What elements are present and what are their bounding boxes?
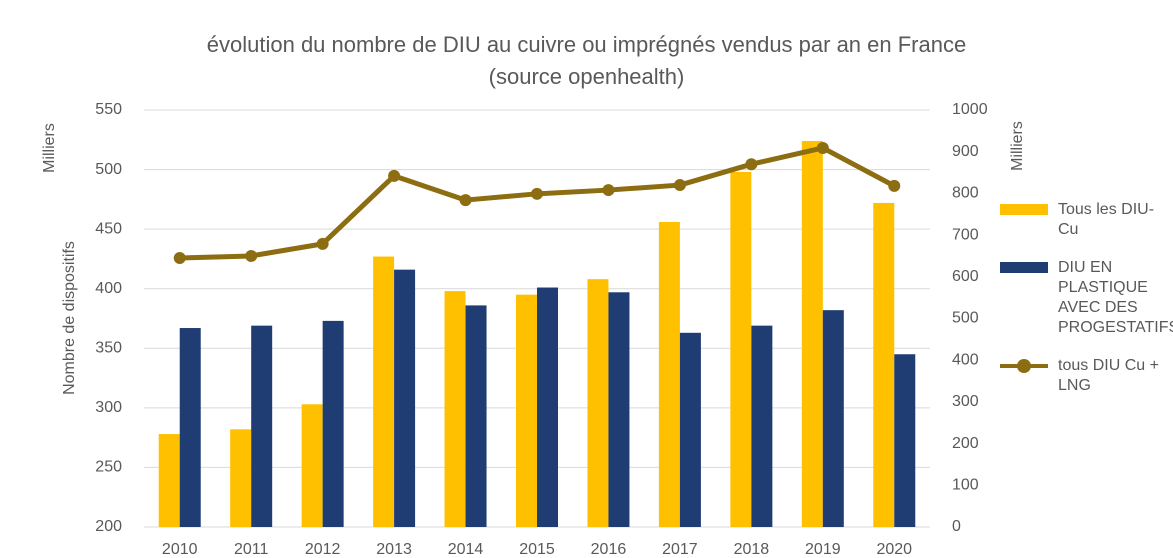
y-tick-label: 250 [95, 459, 122, 476]
line-marker [816, 141, 829, 154]
line-marker [531, 187, 543, 200]
y2-tick-label: 0 [952, 518, 961, 535]
legend: Tous les DIU-Cu DIU EN PLASTIQUE AVEC DES… [1000, 200, 1173, 414]
line-marker [745, 158, 758, 171]
x-tick-label: 2011 [234, 541, 269, 558]
bar [373, 256, 395, 527]
bar [444, 291, 466, 527]
line-marker [602, 184, 615, 197]
y2-tick-label: 100 [952, 477, 979, 494]
chart-subtitle: (source openhealth) [488, 64, 685, 89]
legend-swatch [1000, 204, 1048, 215]
x-tick-label: 2018 [734, 541, 770, 558]
line-marker [316, 237, 329, 250]
line [179, 145, 896, 261]
bar [537, 287, 558, 527]
legend-item: DIU EN PLASTIQUE AVEC DES PROGESTATIFS [1000, 258, 1173, 338]
bar [230, 429, 252, 527]
y2-unit: Milliers [1009, 121, 1026, 171]
y2-tick-label: 800 [952, 185, 979, 202]
line-marker [173, 252, 186, 265]
y2-tick-label: 600 [952, 268, 979, 285]
bar [730, 171, 752, 527]
y-tick-label: 500 [95, 161, 122, 178]
bar [894, 354, 916, 527]
x-tick-label: 2016 [591, 541, 627, 558]
legend-marker [1017, 359, 1031, 373]
y-tick-label: 350 [95, 340, 122, 357]
bar [179, 328, 201, 527]
y-tick-label: 200 [95, 518, 122, 535]
bar [751, 325, 773, 527]
line-marker [888, 179, 901, 192]
y2-tick-label: 1000 [952, 101, 988, 118]
x-tick-label: 2013 [376, 541, 412, 558]
line-marker [459, 194, 472, 207]
y-tick-label: 550 [95, 101, 122, 118]
bar [301, 404, 323, 527]
x-tick-label: 2014 [448, 541, 484, 558]
legend-item: tous DIU Cu + LNG [1000, 356, 1168, 396]
y2-tick-label: 900 [952, 143, 979, 160]
y2-tick-label: 400 [952, 351, 979, 368]
legend-label: tous DIU Cu + LNG [1058, 357, 1159, 394]
y-tick-label: 300 [95, 399, 122, 416]
y2-tick-label: 200 [952, 435, 979, 452]
x-tick-label: 2019 [805, 541, 841, 558]
bar [158, 434, 180, 527]
bar [822, 310, 844, 527]
bar [873, 202, 895, 527]
y-tick-label: 400 [95, 280, 122, 297]
x-tick-label: 2017 [662, 541, 698, 558]
bar [801, 140, 823, 527]
bar [516, 294, 537, 527]
x-tick-label: 2010 [162, 541, 198, 558]
bar [679, 332, 701, 527]
x-tick-label: 2015 [519, 541, 555, 558]
line-marker [673, 179, 686, 192]
bar [322, 320, 344, 527]
y2-tick-label: 500 [952, 310, 979, 327]
y-tick-label: 450 [95, 220, 122, 237]
bar [658, 221, 680, 527]
bar [587, 279, 609, 527]
legend-item: Tous les DIU-Cu [1000, 200, 1168, 240]
y2-tick-label: 700 [952, 226, 979, 243]
y-unit: Milliers [41, 123, 58, 173]
x-tick-label: 2020 [876, 541, 912, 558]
x-tick-label: 2012 [305, 541, 341, 558]
bar [251, 325, 273, 527]
legend-label: Tous les DIU-Cu [1058, 201, 1155, 238]
y2-tick-label: 300 [952, 393, 979, 410]
bar [465, 305, 487, 527]
legend-swatch [1000, 262, 1048, 273]
bar [394, 269, 416, 527]
y-axis-label: Nombre de dispositifs [61, 241, 78, 395]
bar [608, 292, 630, 527]
legend-label: DIU EN PLASTIQUE AVEC DES PROGESTATIFS [1058, 259, 1173, 336]
legend-swatch [1000, 359, 1048, 373]
chart-title: évolution du nombre de DIU au cuivre ou … [206, 32, 967, 57]
line-marker [388, 169, 401, 182]
line-marker [245, 249, 258, 262]
